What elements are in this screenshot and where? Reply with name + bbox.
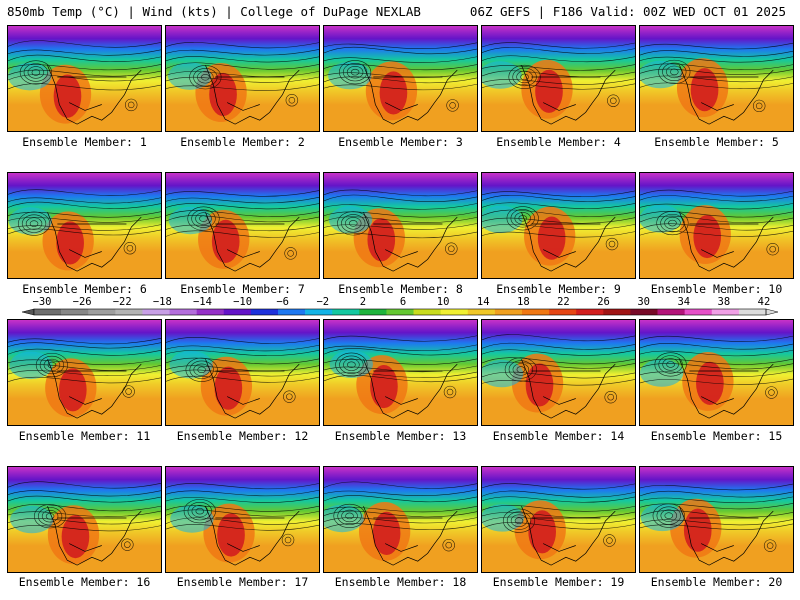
colorbar-left-arrow <box>21 308 35 316</box>
ensemble-member-label: Ensemble Member: 11 <box>18 429 151 443</box>
colorbar-swatch <box>413 309 441 315</box>
ensemble-panel-3 <box>323 25 478 132</box>
ensemble-member-label: Ensemble Member: 6 <box>22 282 147 296</box>
ensemble-member-label: Ensemble Member: 13 <box>334 429 467 443</box>
ensemble-member-label: Ensemble Member: 17 <box>176 575 309 589</box>
ensemble-panel-12 <box>165 319 320 426</box>
colorbar-swatch <box>305 309 333 315</box>
ensemble-panel-9 <box>481 172 636 279</box>
ensemble-panel-13 <box>323 319 478 426</box>
colorbar-tick-label: −2 <box>316 296 330 308</box>
colorbar-tick-label: 34 <box>677 296 691 308</box>
colorbar-swatch <box>684 309 713 315</box>
colorbar-tick-label: −26 <box>72 296 92 308</box>
colorbar-tick-label: 18 <box>517 296 530 308</box>
colorbar-swatch <box>169 309 197 315</box>
ensemble-member-label: Ensemble Member: 15 <box>650 429 783 443</box>
ensemble-panel-6 <box>7 172 162 279</box>
colorbar-swatch <box>711 309 740 315</box>
colorbar-swatch <box>630 309 658 315</box>
ensemble-member-label: Ensemble Member: 19 <box>492 575 625 589</box>
colorbar-swatch <box>549 309 577 315</box>
ensemble-member-label: Ensemble Member: 18 <box>334 575 467 589</box>
colorbar-swatch <box>223 309 252 315</box>
ensemble-panel-8 <box>323 172 478 279</box>
colorbar-swatch <box>657 309 685 315</box>
colorbar-swatch <box>576 309 604 315</box>
model-run-info: 06Z GEFS | F186 Valid: 00Z WED OCT 01 20… <box>469 4 786 19</box>
ensemble-member-label: Ensemble Member: 20 <box>650 575 783 589</box>
map-title: 850mb Temp (°C) | Wind (kts) | College o… <box>7 4 421 19</box>
ensemble-panel-10 <box>639 172 794 279</box>
colorbar-tick-label: 30 <box>637 296 650 308</box>
colorbar-swatch <box>88 309 116 315</box>
colorbar-tick-label: 10 <box>436 296 450 308</box>
colorbar-swatch <box>250 309 279 315</box>
ensemble-member-label: Ensemble Member: 4 <box>496 135 621 149</box>
ensemble-member-label: Ensemble Member: 7 <box>180 282 305 296</box>
colorbar-swatch <box>34 309 62 315</box>
ensemble-member-label: Ensemble Member: 12 <box>176 429 309 443</box>
colorbar-right-arrow <box>765 308 779 316</box>
colorbar-swatch <box>440 309 469 315</box>
ensemble-panel-7 <box>165 172 320 279</box>
ensemble-panel-11 <box>7 319 162 426</box>
colorbar-tick-label: −6 <box>276 296 289 308</box>
colorbar-swatch <box>332 309 360 315</box>
ensemble-panel-1 <box>7 25 162 132</box>
colorbar-tick-label: 42 <box>757 296 771 308</box>
ensemble-member-label: Ensemble Member: 2 <box>180 135 305 149</box>
ensemble-member-label: Ensemble Member: 5 <box>654 135 779 149</box>
ensemble-panel-2 <box>165 25 320 132</box>
colorbar-swatch <box>359 309 387 315</box>
ensemble-member-label: Ensemble Member: 14 <box>492 429 625 443</box>
colorbar-swatch <box>738 309 767 315</box>
ensemble-member-label: Ensemble Member: 16 <box>18 575 151 589</box>
colorbar-swatch <box>278 309 306 315</box>
colorbar-tick-label: 6 <box>399 296 407 308</box>
ensemble-panel-14 <box>481 319 636 426</box>
ensemble-panel-18 <box>323 466 478 573</box>
ensemble-member-label: Ensemble Member: 9 <box>496 282 621 296</box>
colorbar-tick-label: 2 <box>359 296 367 308</box>
colorbar-tick-label: −22 <box>112 296 132 308</box>
colorbar-tick-label: 38 <box>717 296 731 308</box>
colorbar-swatch <box>522 309 550 315</box>
colorbar-tick-label: 22 <box>557 296 570 308</box>
ensemble-panel-19 <box>481 466 636 573</box>
ensemble-panel-20 <box>639 466 794 573</box>
colorbar-tick-label: 26 <box>597 296 610 308</box>
colorbar-swatch <box>196 309 225 315</box>
colorbar-swatch <box>494 309 523 315</box>
colorbar-swatch <box>142 309 170 315</box>
colorbar-tick-label: 14 <box>476 296 490 308</box>
ensemble-panel-5 <box>639 25 794 132</box>
colorbar-swatch <box>115 309 143 315</box>
temperature-colorbar <box>21 308 779 316</box>
colorbar-swatch <box>603 309 631 315</box>
ensemble-panel-16 <box>7 466 162 573</box>
ensemble-member-label: Ensemble Member: 10 <box>650 282 783 296</box>
ensemble-panel-17 <box>165 466 320 573</box>
colorbar-tick-label: −10 <box>233 296 253 308</box>
colorbar-swatch <box>61 309 89 315</box>
colorbar-tick-label: −18 <box>152 296 172 308</box>
colorbar-tick-label: −30 <box>32 296 52 308</box>
ensemble-member-label: Ensemble Member: 8 <box>338 282 463 296</box>
ensemble-panel-15 <box>639 319 794 426</box>
ensemble-member-label: Ensemble Member: 1 <box>22 135 147 149</box>
colorbar-tick-label: −14 <box>192 296 212 308</box>
ensemble-member-label: Ensemble Member: 3 <box>338 135 463 149</box>
ensemble-panel-4 <box>481 25 636 132</box>
colorbar-swatch <box>386 309 414 315</box>
colorbar-swatch <box>467 309 496 315</box>
